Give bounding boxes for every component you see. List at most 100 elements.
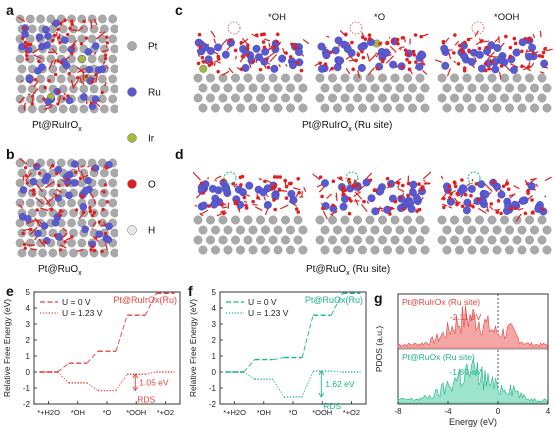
o-atom [47, 79, 51, 83]
pt-atom [218, 93, 228, 103]
o-atom [59, 60, 64, 65]
bond [25, 219, 35, 225]
rds-arrow-tail-icon [132, 386, 139, 392]
bond [245, 193, 251, 197]
pt-atom [390, 93, 400, 103]
bond [320, 202, 323, 205]
pt-atom [218, 235, 228, 245]
pt-atom [281, 73, 290, 83]
x-tick-label: *OH [257, 408, 271, 417]
bond [44, 105, 53, 111]
connector [301, 370, 314, 398]
oxide-overlayer [17, 16, 109, 111]
pt-atom [450, 93, 459, 103]
pt-atom [530, 83, 539, 93]
o-atom [78, 176, 83, 181]
panel-label-d: d [175, 146, 184, 162]
pt-atom [345, 245, 355, 255]
adsorption-site-marker [471, 21, 485, 35]
o-atom [58, 41, 62, 45]
pt-atom [512, 235, 522, 245]
pt-atom [211, 83, 220, 93]
panel-label-b: b [6, 146, 15, 162]
slab-model [192, 171, 308, 255]
o-atom [487, 66, 491, 71]
legend-label: U = 1.23 V [62, 308, 103, 318]
o-atom [67, 72, 71, 76]
o-atom [284, 196, 289, 200]
o-atom [201, 191, 206, 195]
legend-label: U = 0 V [62, 297, 91, 307]
pt-atom [100, 104, 109, 114]
pt-atom [100, 24, 109, 34]
bond [102, 61, 106, 65]
o-atom [452, 51, 456, 55]
pt-atom [328, 73, 337, 83]
atom-legend: Pt Ru Ir O H [127, 41, 161, 237]
caption-a: Pt@RuIrOx [32, 120, 82, 133]
o-atom [53, 72, 58, 77]
o-atom [100, 249, 104, 254]
connector [57, 362, 70, 373]
o-atom [299, 68, 304, 73]
pt-atom [370, 245, 380, 255]
o-atom [262, 45, 267, 50]
pt-atom [98, 14, 107, 24]
o-atom [272, 198, 276, 202]
ru-atom [415, 62, 424, 71]
o-atom [56, 59, 60, 63]
ru-atom [44, 32, 52, 40]
o-atom [251, 199, 255, 204]
ru-atom [528, 43, 537, 52]
pt-atom [25, 238, 35, 248]
bond [513, 185, 520, 190]
y-tick-label: 4 [212, 304, 217, 313]
o-atom [37, 171, 42, 176]
pt-atom [15, 54, 25, 64]
pt-atom [193, 73, 203, 83]
pt-atom [87, 54, 97, 64]
o-atom [81, 210, 86, 215]
ru-atom [512, 48, 521, 57]
pt-atom [455, 83, 464, 93]
o-atom [51, 164, 55, 168]
pt-atom [420, 83, 430, 93]
o-atom [295, 61, 300, 65]
pt-atom [480, 245, 489, 255]
o-atom [24, 50, 29, 54]
ru-atom [493, 44, 502, 52]
pt-atom [243, 93, 253, 103]
o-atom [35, 208, 39, 212]
bond [331, 212, 334, 217]
ru-atom [440, 44, 449, 53]
pt-atom [345, 103, 355, 113]
o-atom [463, 192, 468, 197]
pt-atom [353, 235, 362, 245]
o-atom [406, 181, 411, 186]
caption-d: Pt@RuOx (Ru site) [306, 264, 391, 277]
ru-atom [24, 215, 32, 223]
connector [330, 293, 343, 316]
ru-atom [357, 43, 366, 52]
o-atom [484, 68, 488, 73]
ru-atom [34, 229, 42, 238]
x-tick-label: -4 [444, 407, 452, 416]
y-axis-label: Relative Free Energy (eV) [2, 299, 12, 397]
o-atom [34, 163, 38, 168]
bond [94, 51, 97, 56]
bond [258, 178, 263, 181]
pt-atom [15, 74, 25, 84]
pt-atom [211, 245, 220, 255]
structure-b-image [15, 158, 118, 258]
pt-atom [370, 225, 380, 235]
bond [477, 207, 487, 214]
pdos-area [397, 358, 549, 404]
bond [93, 18, 98, 26]
bond [509, 193, 516, 199]
bond [53, 58, 57, 65]
x-tick-label: *+O2 [343, 408, 360, 417]
pt-atom [437, 73, 447, 83]
pt-atom [315, 73, 325, 83]
o-atom [499, 64, 504, 68]
o-atom [275, 32, 280, 37]
